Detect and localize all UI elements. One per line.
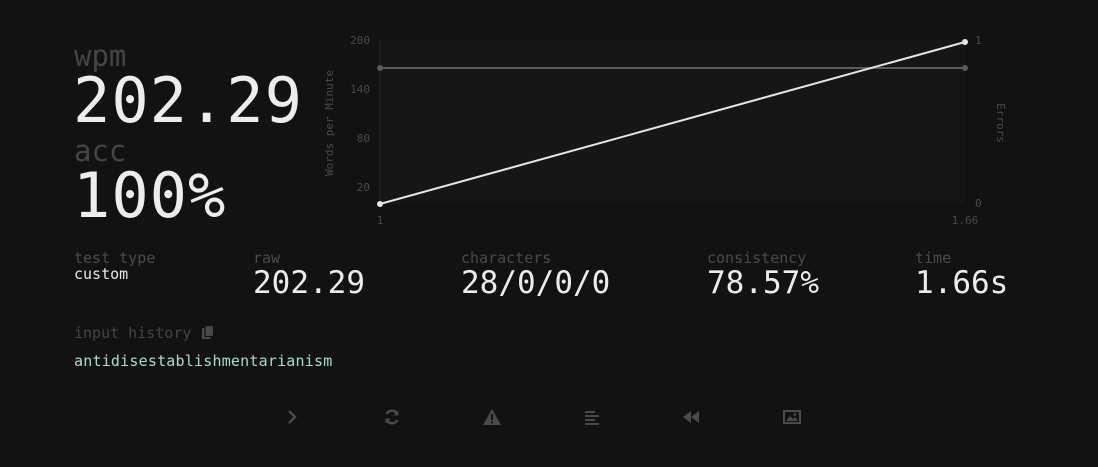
errors-point[interactable] bbox=[962, 65, 968, 71]
screenshot-button[interactable] bbox=[772, 402, 812, 432]
y-tick-label: 200 bbox=[350, 34, 370, 47]
wpm-point[interactable] bbox=[962, 39, 968, 45]
wpm-errors-chart: 200 140 80 20 1 0 1 1.66 Words per Minute Err… bbox=[323, 34, 1007, 227]
acc-value: 100% bbox=[73, 159, 227, 232]
y-tick-label: 80 bbox=[357, 132, 370, 145]
input-history-label: input history bbox=[74, 323, 192, 342]
input-history-header: input history bbox=[74, 325, 215, 341]
wpm-value: 202.29 bbox=[73, 64, 303, 137]
warning-icon bbox=[482, 408, 502, 426]
wpm-series-line bbox=[379, 41, 966, 205]
y2-axis-label: Errors bbox=[994, 103, 1007, 143]
y2-tick-label: 0 bbox=[975, 197, 982, 210]
wpm-label: wpm bbox=[74, 39, 127, 73]
consistency-value: 78.57% bbox=[707, 265, 819, 301]
time-label: time bbox=[915, 249, 952, 267]
input-history-word: antidisestablishmentarianism bbox=[74, 352, 333, 370]
time-value: 1.66s bbox=[915, 265, 1009, 301]
wpm-point[interactable] bbox=[377, 201, 383, 207]
errors-point[interactable] bbox=[377, 65, 383, 71]
test-type-value: custom bbox=[74, 265, 129, 283]
x-tick-label: 1 bbox=[377, 214, 384, 227]
raw-value: 202.29 bbox=[253, 265, 365, 301]
backward-icon bbox=[682, 410, 702, 424]
report-button[interactable] bbox=[472, 402, 512, 432]
restart-test-button[interactable] bbox=[372, 402, 412, 432]
replay-button[interactable] bbox=[672, 402, 712, 432]
words-history-button[interactable] bbox=[572, 402, 612, 432]
test-type-label: test type bbox=[74, 249, 156, 267]
y-tick-label: 20 bbox=[357, 181, 370, 194]
refresh-icon bbox=[383, 408, 401, 426]
raw-label: raw bbox=[253, 249, 281, 267]
image-icon bbox=[783, 410, 801, 424]
acc-label: acc bbox=[74, 134, 127, 168]
chevron-right-icon bbox=[286, 409, 298, 425]
y-tick-label: 140 bbox=[350, 83, 370, 96]
characters-label: characters bbox=[461, 249, 552, 267]
characters-value: 28/0/0/0 bbox=[461, 265, 611, 301]
y-axis-label: Words per Minute bbox=[323, 70, 336, 176]
copy-icon[interactable] bbox=[201, 325, 215, 341]
next-test-button[interactable] bbox=[272, 402, 312, 432]
x-tick-label: 1.66 bbox=[952, 214, 979, 227]
consistency-label: consistency bbox=[707, 249, 807, 267]
y2-tick-label: 1 bbox=[975, 34, 982, 47]
align-left-icon bbox=[584, 409, 600, 425]
